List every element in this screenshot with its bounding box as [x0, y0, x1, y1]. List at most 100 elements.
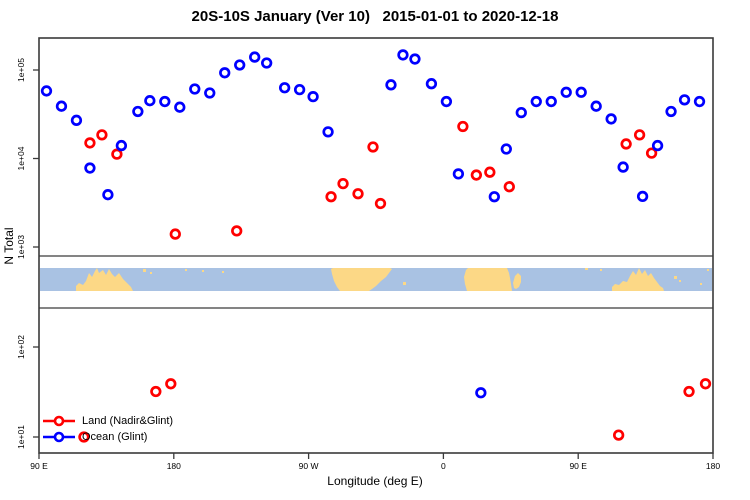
data-point-ocean — [174, 101, 186, 113]
data-point-land — [683, 385, 695, 398]
map-island — [585, 268, 588, 270]
y-tick-label: 1e+05 — [16, 58, 26, 82]
data-point-ocean — [500, 143, 512, 155]
data-point-ocean — [115, 139, 128, 152]
data-point-ocean — [617, 161, 629, 173]
x-tick-label: 0 — [441, 461, 446, 471]
data-point-ocean — [204, 87, 216, 99]
data-point-ocean — [440, 95, 453, 108]
map-island — [202, 270, 204, 272]
data-point-ocean — [425, 78, 438, 90]
x-axis-label: Longitude (deg E) — [327, 474, 423, 488]
data-point-land — [231, 225, 243, 237]
legend-item-ocean: Ocean (Glint) — [42, 429, 173, 445]
data-point-ocean — [261, 57, 273, 69]
data-point-ocean — [515, 106, 527, 119]
data-point-land — [367, 141, 379, 153]
data-point-ocean — [693, 95, 706, 108]
data-point-land — [111, 148, 123, 160]
data-point-land — [503, 181, 515, 193]
data-point-land — [633, 129, 646, 141]
data-point-ocean — [55, 100, 68, 112]
data-point-ocean — [475, 387, 487, 399]
legend-ocean-label: Ocean (Glint) — [82, 431, 148, 443]
data-point-land — [150, 385, 162, 398]
map-island — [707, 269, 709, 271]
x-tick-label: 90 W — [299, 461, 319, 471]
map-land-australia — [76, 268, 133, 291]
data-point-ocean — [385, 79, 397, 91]
data-point-ocean — [307, 90, 319, 103]
map-island — [600, 269, 602, 271]
legend-ocean-marker-icon — [43, 431, 75, 443]
x-tick-label: 90 E — [569, 461, 587, 471]
data-point-ocean — [560, 86, 572, 98]
map-island — [150, 272, 152, 274]
data-point-ocean — [84, 162, 96, 174]
data-point-ocean — [636, 190, 649, 203]
data-point-land — [645, 147, 658, 159]
data-point-ocean — [249, 51, 261, 63]
data-point-ocean — [234, 59, 246, 71]
data-point-land — [165, 378, 177, 390]
data-point-ocean — [575, 86, 587, 98]
data-point-ocean — [278, 82, 291, 94]
data-point-land — [352, 188, 364, 200]
map-island — [185, 269, 187, 271]
data-point-land — [374, 197, 387, 210]
data-point-ocean — [70, 114, 83, 126]
data-point-land — [699, 378, 712, 390]
x-tick-label: 90 E — [30, 461, 48, 471]
data-point-land — [470, 169, 483, 181]
x-tick-label: 180 — [167, 461, 181, 471]
map-island — [700, 283, 702, 285]
chart-title: 20S-10S January (Ver 10) 2015-01-01 to 2… — [191, 8, 559, 25]
data-point-ocean — [545, 95, 557, 108]
x-tick-label: 180 — [706, 461, 720, 471]
data-point-land — [612, 429, 625, 441]
data-point-ocean — [590, 100, 602, 112]
map-island — [222, 271, 224, 273]
map-land-africa — [464, 268, 512, 291]
map-land-south-america — [331, 268, 392, 291]
map-island — [679, 280, 681, 282]
data-point-land — [620, 138, 632, 150]
data-point-land — [96, 129, 108, 141]
data-point-ocean — [488, 191, 500, 203]
plot-border — [38, 37, 714, 454]
data-point-land — [484, 166, 496, 178]
y-tick-label: 1e+03 — [16, 235, 26, 259]
legend-land-label: Land (Nadir&Glint) — [82, 415, 174, 427]
y-tick-label: 1e+02 — [16, 335, 26, 359]
data-point-ocean — [397, 49, 409, 61]
data-point-ocean — [530, 95, 542, 108]
data-point-ocean — [40, 85, 53, 97]
map-island — [674, 276, 677, 279]
data-point-ocean — [452, 168, 465, 180]
data-point-land — [325, 191, 337, 203]
data-point-ocean — [293, 83, 306, 96]
legend-land-marker-icon — [43, 415, 75, 427]
data-point-ocean — [102, 189, 114, 201]
data-point-ocean — [665, 105, 677, 118]
data-point-ocean — [322, 126, 334, 138]
data-point-land — [457, 120, 469, 133]
data-point-land — [78, 431, 90, 443]
data-point-land — [169, 228, 181, 240]
data-point-ocean — [651, 139, 664, 152]
data-point-land — [84, 137, 96, 149]
data-point-ocean — [409, 53, 421, 65]
y-tick-label: 1e+01 — [16, 425, 26, 449]
data-point-ocean — [144, 95, 156, 107]
data-point-ocean — [132, 105, 144, 118]
data-point-ocean — [189, 83, 201, 95]
legend-item-land: Land (Nadir&Glint) — [42, 413, 173, 429]
legend: Land (Nadir&Glint) Ocean (Glint) — [42, 413, 173, 445]
map-land-australia-wrap — [612, 268, 664, 291]
y-tick-label: 1e+04 — [16, 146, 26, 170]
map-land-madagascar — [513, 273, 521, 289]
data-point-ocean — [159, 95, 171, 108]
map-island — [143, 269, 146, 272]
